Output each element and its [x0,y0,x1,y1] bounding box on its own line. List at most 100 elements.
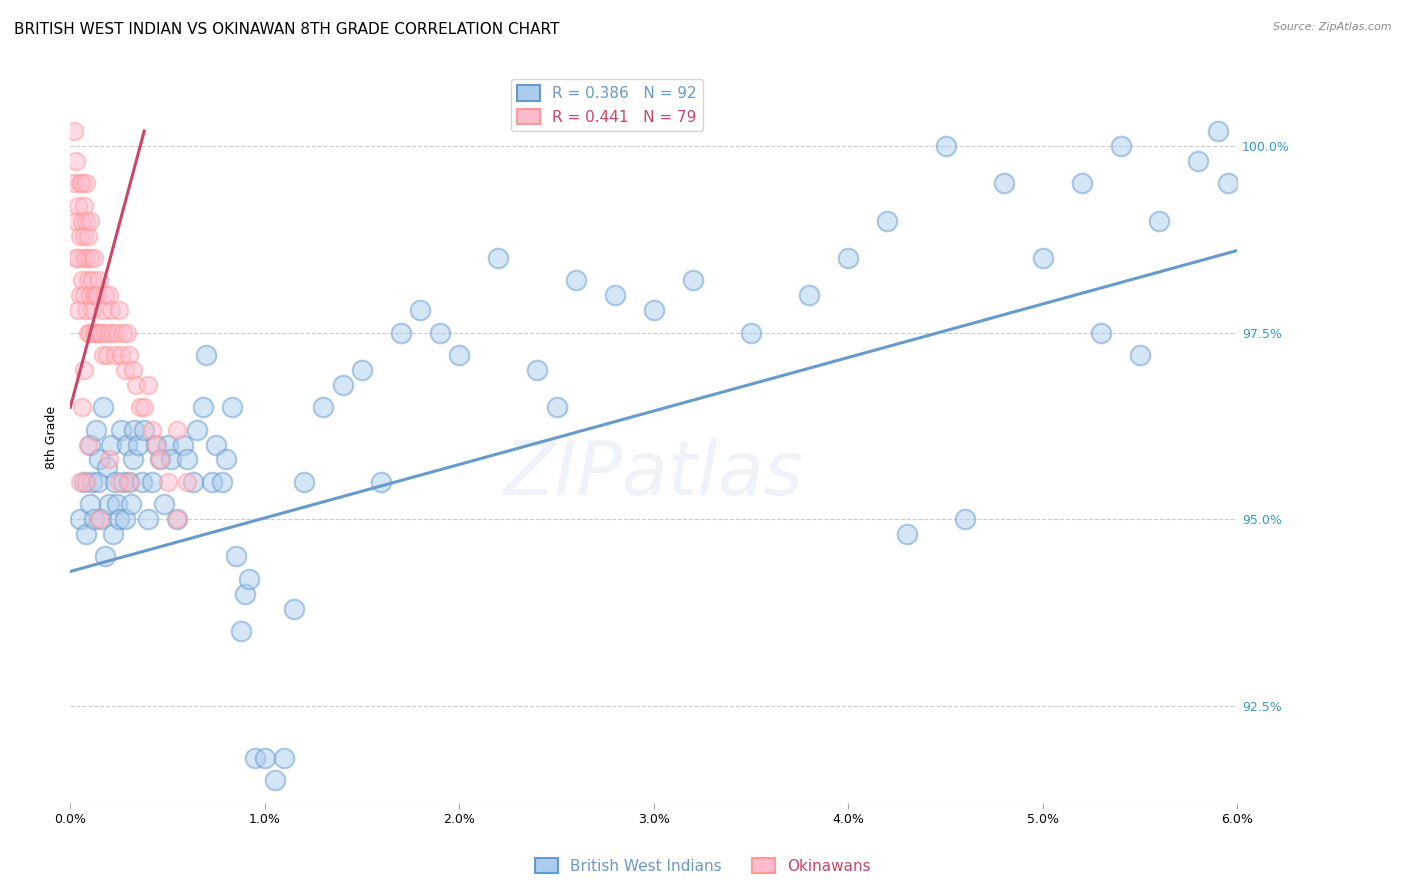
Point [79,497,101,511]
Point [565,273,588,287]
Point [141,423,163,437]
Point [1032,251,1054,265]
Point [205,437,228,451]
Point [75,475,97,489]
Point [70,213,93,227]
Point [181,475,204,489]
Point [201,475,224,489]
Point [136,512,159,526]
Point [134,401,156,415]
Point [953,512,976,526]
Point [149,452,172,467]
Point [129,401,152,415]
Point [110,348,132,362]
Point [76,437,98,451]
Point [96,459,118,474]
Point [67,251,90,265]
Point [105,497,128,511]
Point [93,348,115,362]
Point [84,288,107,302]
Point [96,348,118,362]
Point [104,348,127,362]
Point [98,326,121,340]
Point [84,326,107,340]
Point [191,401,214,415]
Point [101,527,124,541]
Point [83,326,105,340]
Point [127,437,149,451]
Point [79,213,101,227]
Point [84,423,107,437]
Point [98,452,121,467]
Point [110,423,132,437]
Point [429,326,451,340]
Point [156,475,179,489]
Point [70,273,93,287]
Point [79,326,101,340]
Point [76,228,98,243]
Point [141,475,163,489]
Point [643,303,665,318]
Point [195,348,218,362]
Point [332,377,354,392]
Point [215,452,238,467]
Point [156,437,179,451]
Point [108,512,131,526]
Point [1129,348,1152,362]
Point [253,751,276,765]
Point [75,251,97,265]
Point [221,401,243,415]
Point [233,587,256,601]
Point [69,512,91,526]
Point [83,288,105,302]
Point [389,326,412,340]
Point [86,288,108,302]
Point [312,401,335,415]
Point [83,512,105,526]
Legend: R = 0.386   N = 92, R = 0.441   N = 79: R = 0.386 N = 92, R = 0.441 N = 79 [512,79,703,131]
Point [1090,326,1112,340]
Point [65,213,87,227]
Point [101,326,124,340]
Point [121,363,143,377]
Point [94,549,117,564]
Point [108,475,131,489]
Point [73,475,96,489]
Point [231,624,253,639]
Point [108,303,131,318]
Point [120,497,142,511]
Y-axis label: 8th Grade: 8th Grade [45,406,59,468]
Point [73,251,96,265]
Point [65,153,87,168]
Point [90,326,112,340]
Point [89,326,111,340]
Point [86,475,108,489]
Point [65,251,87,265]
Point [73,288,96,302]
Point [486,251,509,265]
Point [111,326,134,340]
Point [166,512,188,526]
Point [1206,124,1229,138]
Point [75,303,97,318]
Text: ZIPatlas: ZIPatlas [503,438,804,509]
Point [409,303,432,318]
Point [740,326,762,340]
Point [176,452,198,467]
Point [166,423,188,437]
Point [114,512,136,526]
Point [934,139,956,153]
Point [118,348,141,362]
Point [89,273,111,287]
Point [63,177,86,191]
Point [63,124,86,138]
Point [114,363,136,377]
Point [799,288,821,302]
Point [211,475,233,489]
Point [1070,177,1092,191]
Point [1216,177,1239,191]
Point [896,527,918,541]
Point [121,452,143,467]
Point [238,572,260,586]
Point [73,228,96,243]
